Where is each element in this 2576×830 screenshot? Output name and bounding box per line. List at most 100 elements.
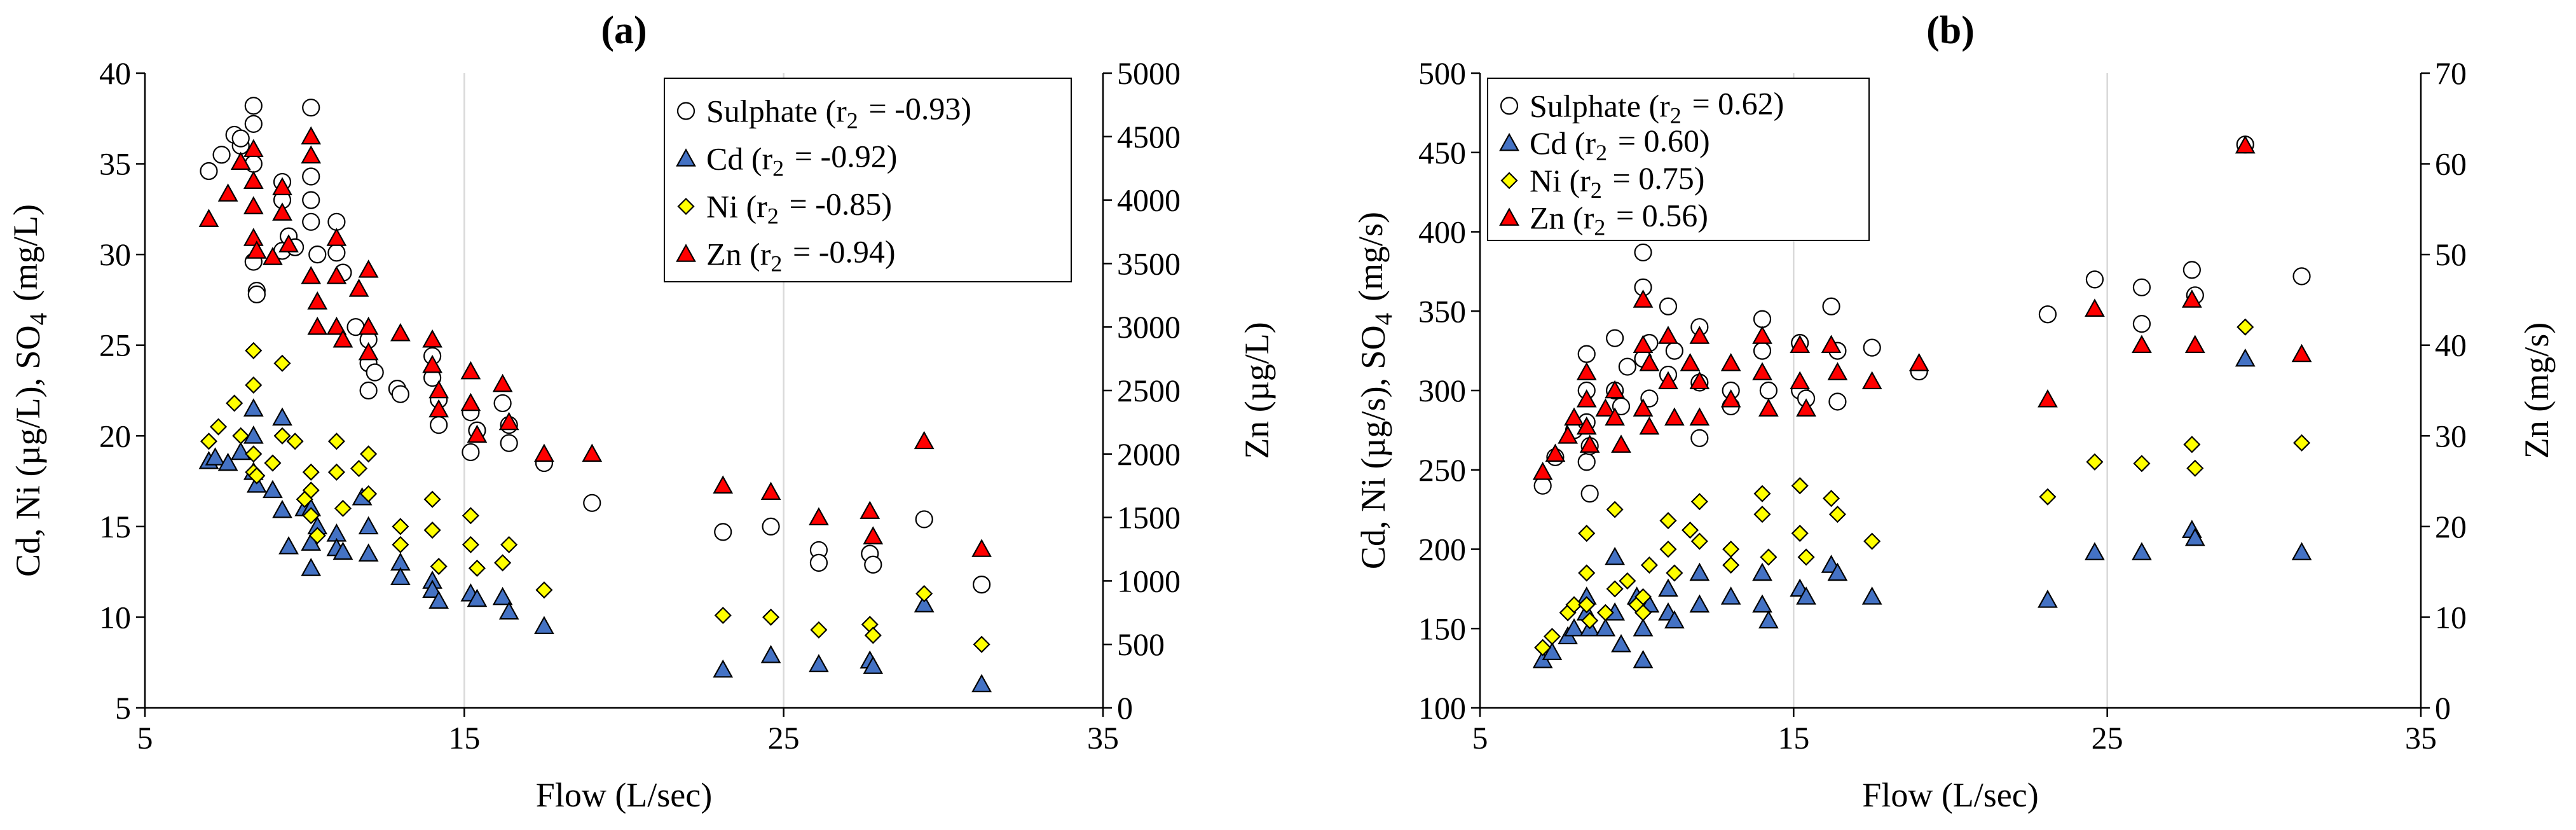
- data-point: [244, 97, 263, 115]
- data-point: [863, 656, 884, 674]
- data-point: [327, 212, 346, 231]
- data-point: [428, 590, 449, 609]
- y-tick-label: 100: [1418, 690, 1466, 726]
- x-axis-title: Flow (L/sec): [1862, 776, 2038, 814]
- data-point: [2182, 261, 2201, 279]
- data-point: [1753, 506, 1771, 523]
- data-point: [307, 316, 328, 335]
- data-point: [1791, 524, 1809, 543]
- data-point: [1791, 477, 1809, 495]
- y2-tick-label: 2000: [1117, 436, 1181, 472]
- data-point: [1577, 453, 1596, 471]
- data-point: [760, 645, 781, 663]
- data-point: [1760, 548, 1778, 566]
- data-point: [1680, 352, 1701, 371]
- data-point: [2038, 389, 2058, 408]
- data-point: [1634, 243, 1652, 262]
- data-point: [334, 499, 352, 517]
- x-tick-label: 35: [2405, 720, 2437, 756]
- data-point: [200, 162, 218, 181]
- series-diamond: [1534, 318, 2311, 656]
- data-point: [973, 576, 991, 594]
- data-point: [243, 196, 264, 214]
- data-point: [2085, 298, 2105, 317]
- data-point: [1828, 506, 1846, 523]
- data-point: [500, 536, 518, 553]
- data-point: [212, 146, 231, 164]
- data-point: [2186, 459, 2204, 477]
- data-point: [498, 601, 519, 620]
- chart-title: (a): [601, 9, 647, 52]
- data-point: [492, 586, 513, 605]
- legend-label: Zn (r2 = 0.56): [1530, 198, 1708, 240]
- data-point: [1752, 326, 1772, 344]
- data-point: [326, 316, 347, 335]
- data-point: [217, 452, 238, 471]
- x-tick-label: 25: [768, 720, 800, 756]
- legend-label: Ni (r2 = 0.75): [1530, 160, 1704, 203]
- data-point: [243, 139, 264, 158]
- data-point: [302, 463, 320, 481]
- data-point: [230, 441, 251, 460]
- data-point: [460, 361, 481, 380]
- data-point: [2237, 318, 2254, 336]
- y2-axis-title: Zn (µg/L): [1238, 322, 1276, 459]
- data-point: [272, 177, 292, 195]
- data-point: [422, 329, 442, 348]
- data-point: [390, 322, 411, 342]
- data-point: [1722, 556, 1740, 574]
- data-point: [462, 536, 479, 553]
- data-point: [1758, 398, 1779, 417]
- data-point: [205, 447, 226, 466]
- data-point: [392, 518, 409, 536]
- data-point: [2039, 488, 2057, 506]
- legend-marker: [676, 244, 696, 262]
- data-point: [1611, 633, 1631, 653]
- data-point: [1606, 580, 1624, 598]
- y-axis-title: Cd, Ni (µg/s), SO4 (mg/s): [1352, 212, 1397, 569]
- y-tick-label: 40: [99, 55, 131, 91]
- data-point: [243, 425, 264, 444]
- data-point: [713, 659, 734, 678]
- data-point: [498, 412, 519, 431]
- series-circle: [200, 97, 991, 594]
- y2-tick-label: 3000: [1117, 309, 1181, 345]
- data-point: [1639, 416, 1660, 435]
- data-point: [358, 543, 379, 562]
- data-point: [1690, 493, 1708, 511]
- data-point: [245, 445, 263, 463]
- data-point: [915, 584, 933, 602]
- data-point: [423, 522, 441, 539]
- data-point: [1689, 407, 1710, 426]
- data-point: [2132, 278, 2151, 296]
- data-point: [2132, 335, 2152, 354]
- data-point: [360, 445, 378, 463]
- data-point: [1659, 512, 1677, 530]
- data-point: [366, 363, 384, 382]
- data-point: [494, 554, 512, 572]
- data-point: [1658, 578, 1678, 597]
- y-tick-label: 15: [99, 509, 131, 544]
- data-point: [272, 407, 292, 426]
- x-tick-label: 15: [448, 720, 480, 756]
- data-point: [1581, 612, 1599, 630]
- data-point: [390, 567, 411, 585]
- y-tick-label: 25: [99, 328, 131, 363]
- data-point: [1689, 562, 1710, 581]
- data-point: [2292, 434, 2311, 452]
- data-point: [1596, 604, 1614, 621]
- data-point: [1606, 501, 1624, 518]
- data-point: [2291, 542, 2312, 560]
- data-point: [1863, 338, 1881, 357]
- y-tick-label: 300: [1418, 373, 1466, 408]
- data-point: [1689, 371, 1710, 390]
- data-point: [915, 510, 933, 529]
- data-point: [2132, 542, 2152, 560]
- legend-marker: [676, 148, 696, 167]
- data-point: [1821, 335, 1842, 354]
- data-point: [326, 228, 347, 246]
- data-point: [301, 126, 322, 145]
- data-point: [1720, 352, 1741, 371]
- data-point: [1564, 618, 1584, 637]
- data-point: [1578, 524, 1596, 543]
